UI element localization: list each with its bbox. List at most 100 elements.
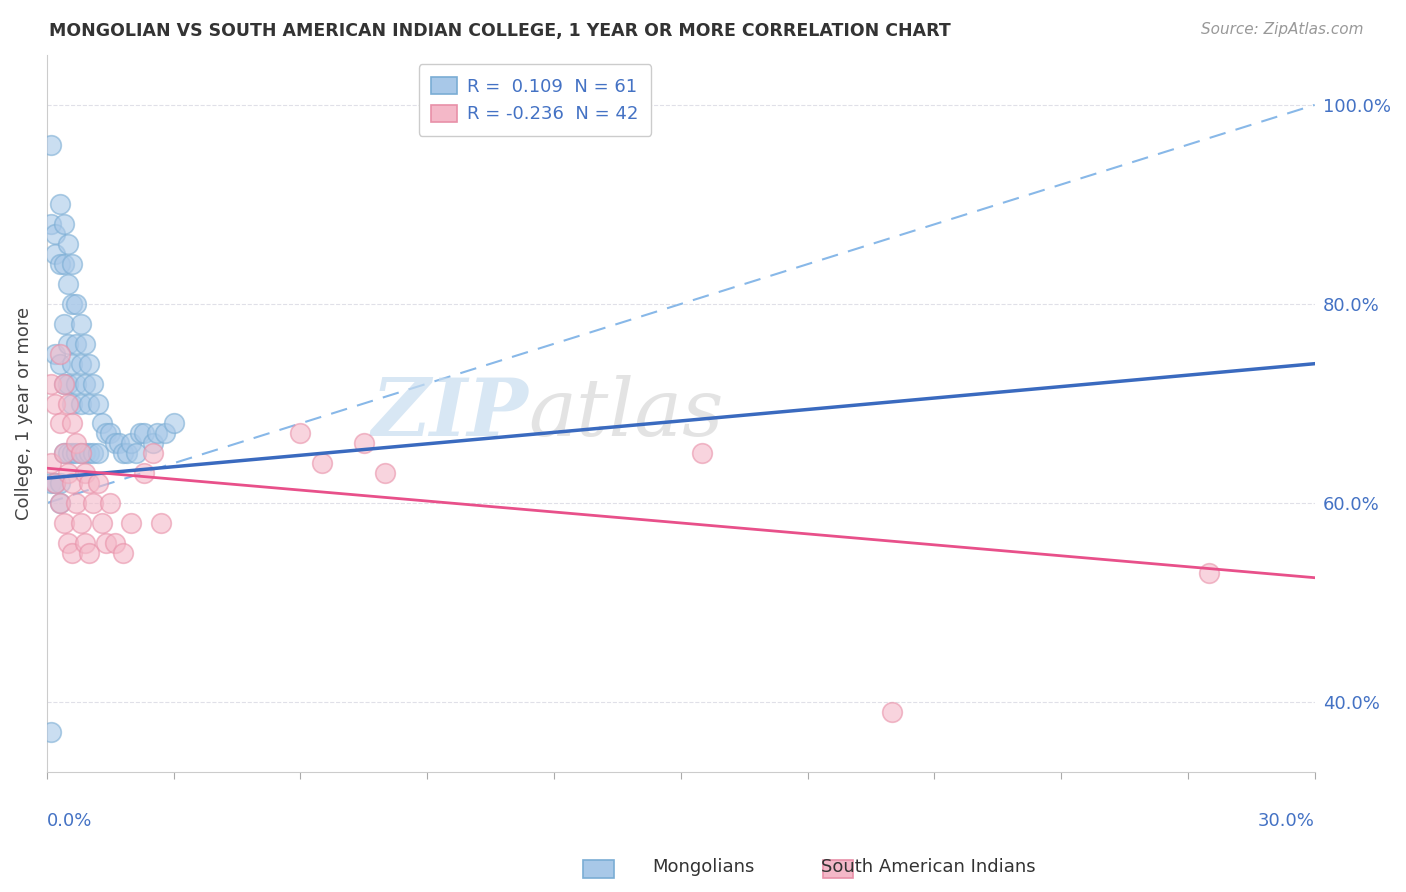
Point [120, 436, 142, 450]
Text: 30.0%: 30.0% [1258, 812, 1315, 830]
Point [77, 446, 100, 460]
Point [56, 536, 79, 550]
Point [60, 357, 83, 371]
Legend: R =  0.109  N = 61, R = -0.236  N = 42: R = 0.109 N = 61, R = -0.236 N = 42 [419, 64, 651, 136]
Text: MONGOLIAN VS SOUTH AMERICAN INDIAN COLLEGE, 1 YEAR OR MORE CORRELATION CHART: MONGOLIAN VS SOUTH AMERICAN INDIAN COLLE… [49, 22, 950, 40]
Point [82, 496, 104, 510]
Point [56, 237, 79, 252]
Point [48, 476, 70, 491]
Point [39, 456, 62, 470]
Point [69, 357, 91, 371]
Point [86, 396, 108, 410]
Point [82, 376, 104, 391]
Point [145, 426, 167, 441]
Point [141, 436, 163, 450]
Point [98, 496, 121, 510]
Point [56, 446, 79, 460]
Point [353, 436, 375, 450]
Point [155, 426, 177, 441]
Point [44, 247, 66, 261]
Point [69, 396, 91, 410]
Point [60, 446, 83, 460]
Point [150, 516, 173, 530]
Point [56, 336, 79, 351]
Point [52, 446, 75, 460]
Point [90, 516, 112, 530]
Point [73, 376, 96, 391]
Text: Mongolians: Mongolians [652, 858, 754, 876]
Point [94, 426, 117, 441]
Point [107, 436, 129, 450]
Point [73, 336, 96, 351]
Point [141, 446, 163, 460]
Point [880, 705, 903, 719]
Text: atlas: atlas [529, 375, 724, 452]
Point [77, 357, 100, 371]
Point [163, 417, 186, 431]
Point [120, 516, 142, 530]
Point [52, 446, 75, 460]
Point [48, 357, 70, 371]
Point [90, 417, 112, 431]
Point [124, 446, 146, 460]
Point [44, 396, 66, 410]
Point [1198, 566, 1220, 580]
Point [73, 536, 96, 550]
Point [311, 456, 333, 470]
Point [103, 436, 125, 450]
Point [111, 546, 134, 560]
Point [77, 476, 100, 491]
Point [128, 426, 150, 441]
Point [69, 446, 91, 460]
Point [132, 466, 155, 480]
Point [65, 376, 87, 391]
Point [52, 218, 75, 232]
Point [65, 297, 87, 311]
Point [73, 446, 96, 460]
Point [56, 376, 79, 391]
Point [111, 446, 134, 460]
Point [86, 446, 108, 460]
Point [98, 426, 121, 441]
Point [65, 496, 87, 510]
Point [65, 446, 87, 460]
Point [39, 218, 62, 232]
Point [103, 536, 125, 550]
Point [52, 257, 75, 271]
Point [56, 277, 79, 291]
Point [44, 476, 66, 491]
Text: ZIP: ZIP [371, 375, 529, 452]
Point [48, 496, 70, 510]
Point [65, 336, 87, 351]
Point [39, 725, 62, 739]
Point [48, 197, 70, 211]
Point [39, 137, 62, 152]
Point [48, 257, 70, 271]
Text: South American Indians: South American Indians [821, 858, 1035, 876]
Point [290, 426, 312, 441]
Point [77, 546, 100, 560]
Point [48, 417, 70, 431]
Point [52, 317, 75, 331]
Point [94, 536, 117, 550]
Point [65, 436, 87, 450]
Point [39, 376, 62, 391]
Point [69, 446, 91, 460]
Point [60, 476, 83, 491]
Point [73, 466, 96, 480]
Point [39, 476, 62, 491]
Point [60, 417, 83, 431]
Point [115, 446, 138, 460]
Point [52, 376, 75, 391]
Point [56, 466, 79, 480]
Point [56, 396, 79, 410]
Y-axis label: College, 1 year or more: College, 1 year or more [15, 307, 32, 520]
Point [48, 496, 70, 510]
Point [69, 516, 91, 530]
Point [86, 476, 108, 491]
Point [44, 476, 66, 491]
Point [690, 446, 713, 460]
Point [60, 396, 83, 410]
Point [60, 257, 83, 271]
Point [52, 376, 75, 391]
